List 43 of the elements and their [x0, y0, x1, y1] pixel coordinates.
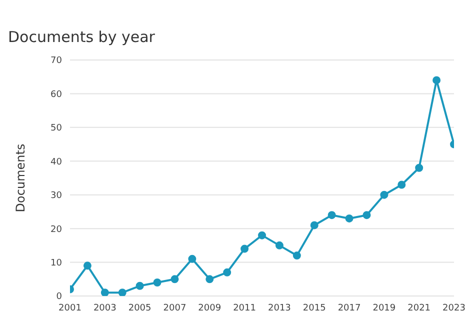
point	[153, 278, 162, 287]
point	[380, 190, 388, 199]
y-tick-label: 70	[50, 56, 62, 66]
x-tick-label: 2005	[128, 303, 152, 314]
point	[118, 288, 126, 296]
point	[206, 275, 214, 284]
point	[362, 211, 371, 220]
point	[188, 254, 196, 263]
point	[398, 180, 406, 189]
point	[292, 252, 301, 260]
x-tick-label: 2023	[442, 303, 466, 314]
point	[223, 268, 232, 276]
point	[83, 262, 92, 270]
x-tick-label: 2011	[233, 303, 256, 314]
point	[258, 231, 266, 240]
point	[100, 288, 109, 296]
y-tick-label: 40	[50, 157, 62, 168]
x-tick-label: 2019	[372, 303, 396, 314]
y-tick-label: 10	[50, 258, 62, 268]
point	[432, 76, 441, 84]
x-tick-label: 2017	[338, 303, 361, 314]
x-tick-label: 2015	[302, 303, 326, 314]
y-tick-label: 50	[50, 124, 62, 134]
point	[415, 164, 424, 172]
x-tick-label: 2001	[58, 303, 82, 314]
y-tick-label: 20	[50, 224, 62, 235]
point	[345, 214, 354, 222]
x-tick-label: 2003	[93, 303, 116, 314]
x-tick-label: 2021	[408, 303, 431, 314]
y-tick-label: 30	[50, 191, 62, 202]
point	[310, 221, 318, 230]
x-tick-label: 2007	[163, 303, 186, 314]
y-axis-title: Documents	[13, 144, 28, 212]
point	[170, 275, 179, 284]
x-tick-label: 2013	[268, 303, 291, 314]
chart-title: Documents by year	[8, 28, 155, 46]
x-tick-label: 2009	[198, 303, 222, 314]
point	[136, 282, 144, 290]
point	[328, 211, 336, 220]
point	[275, 241, 284, 250]
y-tick-label: 60	[50, 90, 62, 100]
y-tick-label: 0	[56, 292, 62, 302]
point	[240, 244, 249, 253]
